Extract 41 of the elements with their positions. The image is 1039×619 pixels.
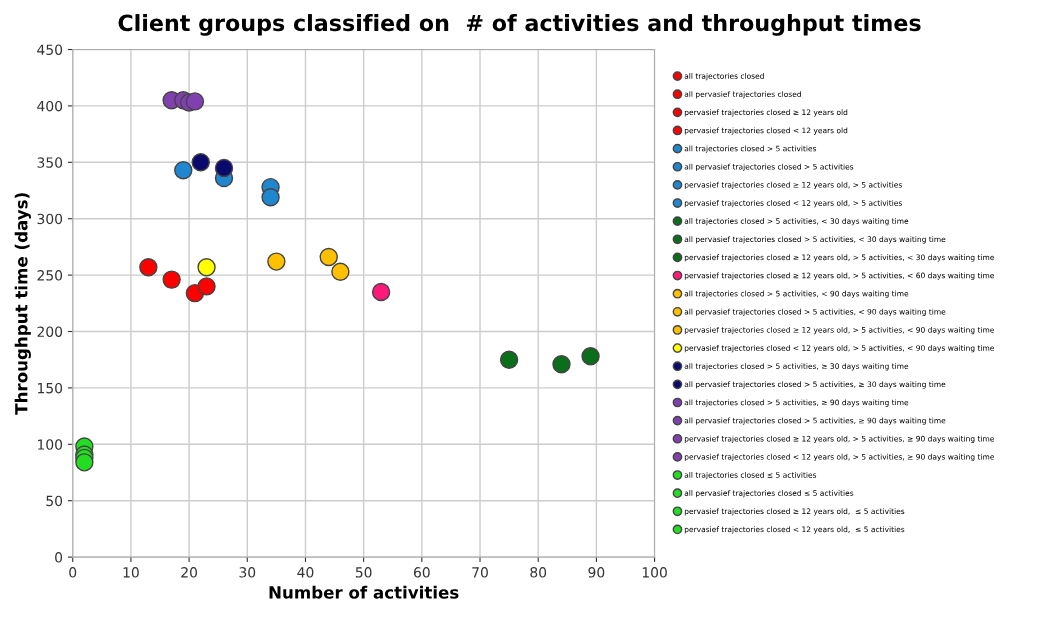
x-tick-label: 20 — [181, 567, 198, 578]
point — [261, 188, 280, 207]
x-tick-label: 40 — [297, 567, 314, 578]
y-tick-label: 250 — [37, 270, 63, 281]
y-tick-label: 50 — [46, 495, 63, 507]
x-tick-label: 70 — [472, 567, 488, 578]
point — [552, 355, 571, 374]
point — [499, 350, 519, 369]
point — [75, 453, 94, 472]
y-tick-label: 150 — [38, 382, 63, 394]
y-tick-label: 100 — [38, 439, 63, 450]
point — [174, 161, 193, 180]
point — [331, 262, 350, 281]
x-tick-label: 0 — [69, 567, 77, 578]
point — [581, 347, 600, 366]
point — [319, 247, 338, 267]
x-tick-label: 50 — [355, 567, 372, 578]
x-tick-label: 80 — [530, 567, 547, 578]
point — [267, 252, 286, 271]
y-tick-label: 350 — [37, 157, 63, 168]
point — [371, 282, 391, 302]
x-tick-label: 30 — [239, 567, 256, 578]
x-tick-label: 100 — [642, 567, 667, 578]
y-axis-title: Throughput time (days) — [14, 193, 31, 415]
x-axis-title: Number of activities — [269, 585, 459, 599]
point — [191, 153, 210, 172]
chart-title: Client groups classified on # of activities and throughput times — [118, 14, 921, 36]
x-tick-label: 90 — [588, 567, 605, 578]
x-tick-label: 60 — [413, 567, 430, 578]
point — [162, 270, 181, 289]
point — [214, 158, 234, 178]
y-tick-label: 200 — [37, 326, 63, 337]
y-tick-label: 450 — [37, 44, 63, 55]
point — [197, 277, 216, 296]
y-tick-label: 0 — [55, 552, 63, 563]
point — [197, 258, 216, 277]
point — [139, 258, 158, 277]
point — [185, 92, 205, 111]
y-tick-label: 400 — [37, 100, 63, 112]
y-tick-label: 300 — [37, 213, 63, 225]
x-tick-label: 10 — [123, 567, 139, 578]
